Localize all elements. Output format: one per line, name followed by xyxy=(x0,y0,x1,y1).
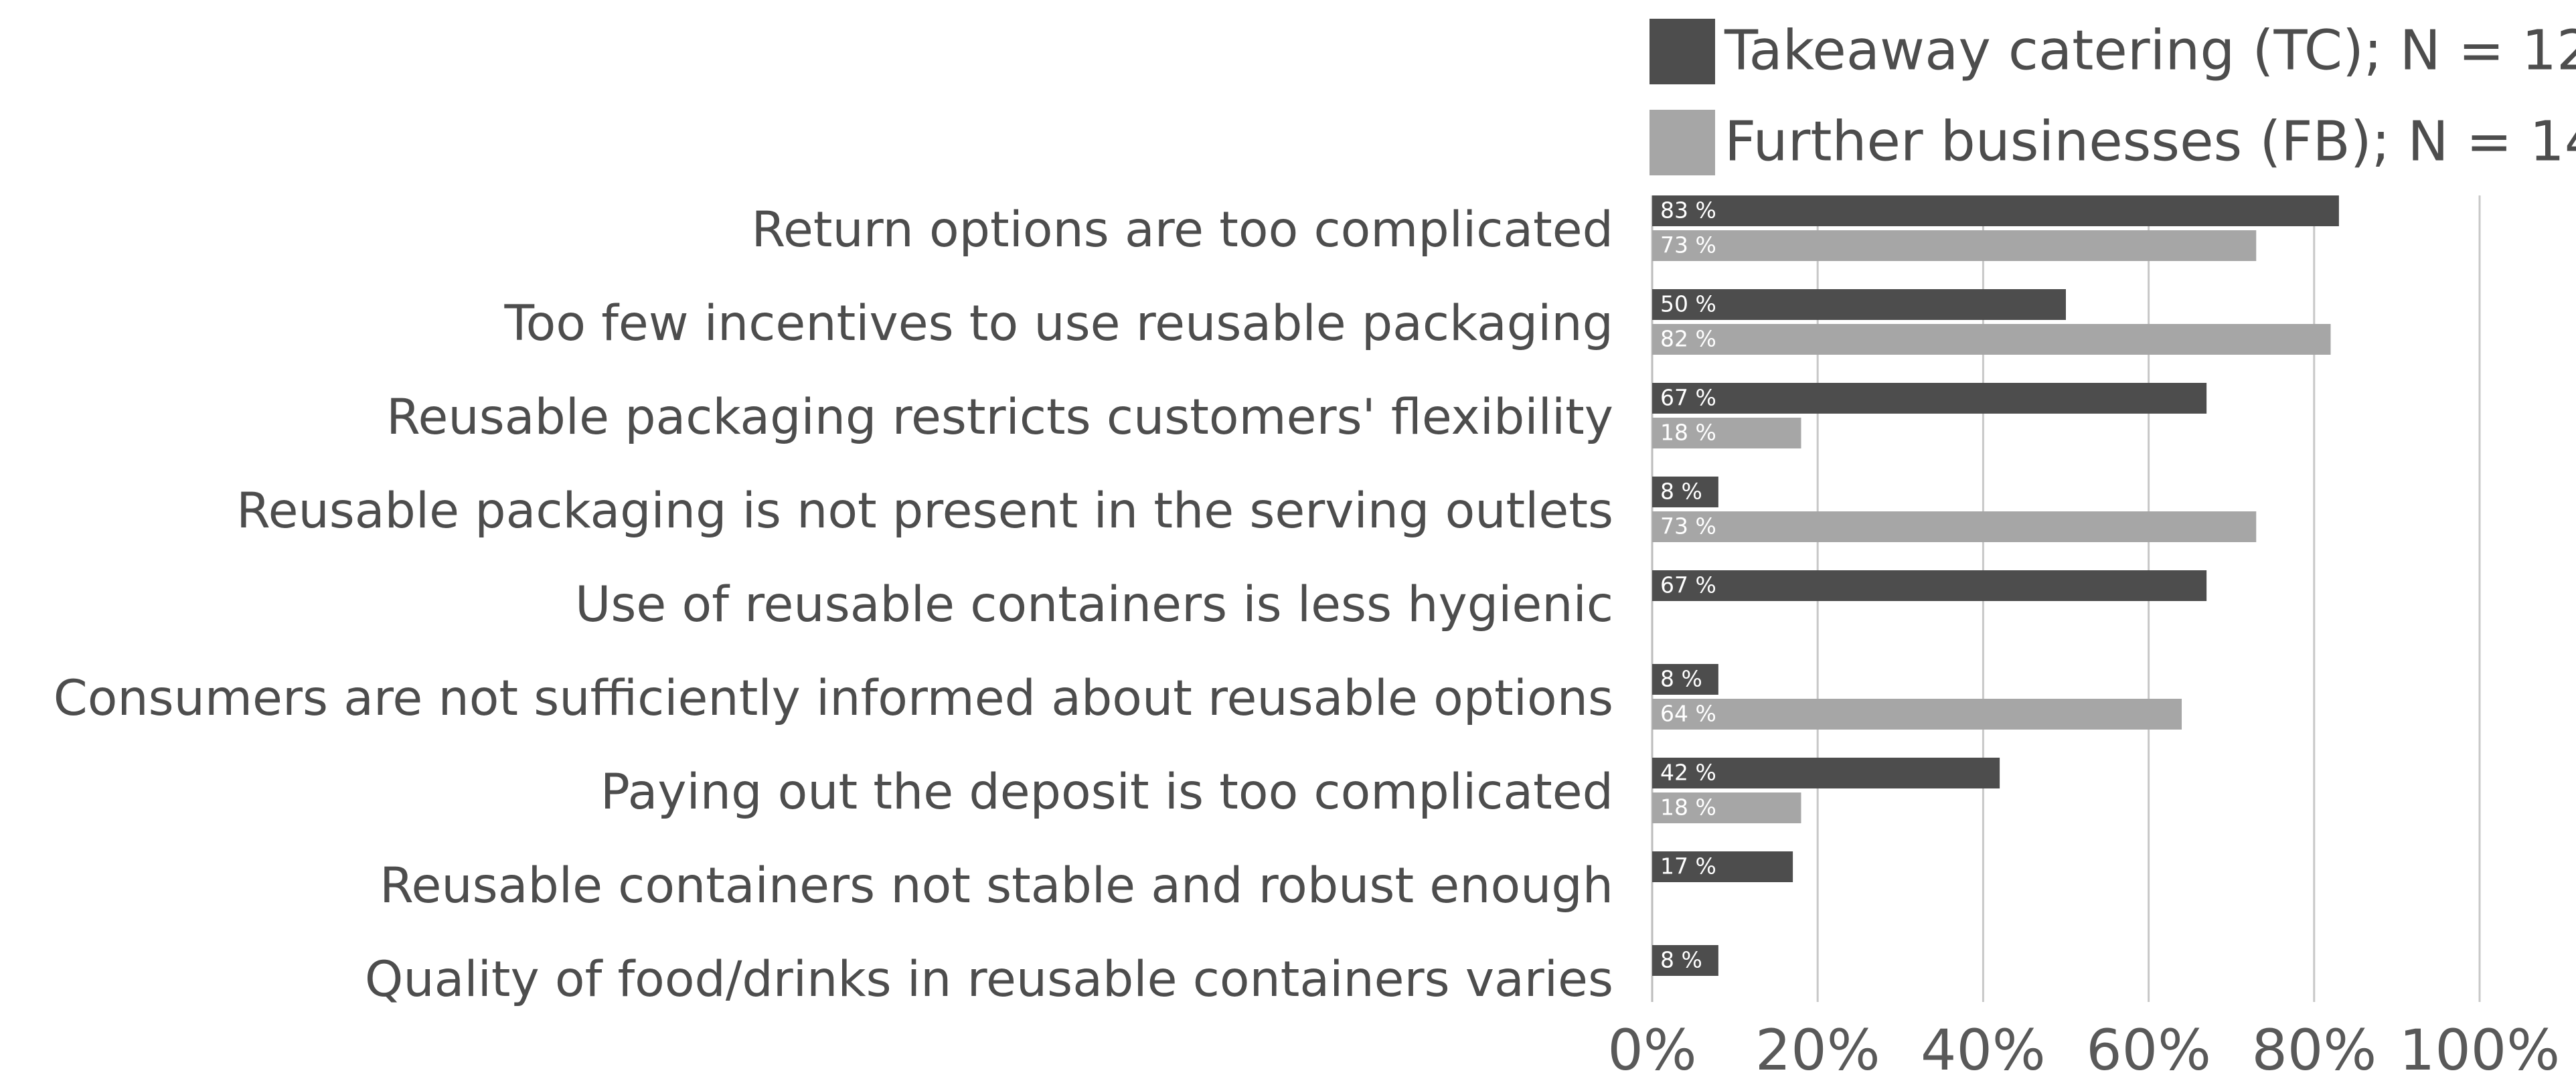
data-label: 73 % xyxy=(1660,232,1716,258)
category-label: Too few incentives to use reusable packa… xyxy=(503,295,1613,352)
legend-label: Takeaway catering (TC); N = 12 xyxy=(1724,19,2576,82)
category-label: Use of reusable containers is less hygie… xyxy=(575,576,1613,633)
legend-swatch xyxy=(1649,110,1715,175)
bar-series-0 xyxy=(1652,851,1793,882)
x-tick-label: 100% xyxy=(2399,1017,2560,1083)
data-label: 73 % xyxy=(1660,513,1716,539)
bar-series-1 xyxy=(1652,418,1801,448)
category-label: Quality of food/drinks in reusable conta… xyxy=(365,951,1613,1008)
bars: 83 % 73 % 50 % 82 % 67 % 18 % 8 % 73 % 67 % 8 % 64… xyxy=(1652,195,2339,976)
data-label: 83 % xyxy=(1660,197,1716,224)
legend-swatch xyxy=(1649,19,1715,84)
bar-series-0 xyxy=(1652,664,1718,695)
data-label: 8 % xyxy=(1660,947,1702,973)
data-label: 67 % xyxy=(1660,572,1716,598)
data-label: 50 % xyxy=(1660,291,1716,317)
x-tick-label: 40% xyxy=(1921,1017,2046,1083)
bar-series-1 xyxy=(1652,511,2257,542)
data-label: 64 % xyxy=(1660,701,1716,727)
category-label: Paying out the deposit is too complicate… xyxy=(600,764,1613,821)
x-tick-label: 20% xyxy=(1755,1017,1880,1083)
bar-series-0 xyxy=(1652,195,2339,226)
data-label: 82 % xyxy=(1660,326,1716,352)
category-label: Consumers are not sufficiently informed … xyxy=(54,670,1613,727)
bar-series-0 xyxy=(1652,383,2207,414)
category-label: Reusable packaging is not present in the… xyxy=(236,483,1613,539)
bar-series-0 xyxy=(1652,570,2207,601)
legend: Takeaway catering (TC); N = 12 Further bu… xyxy=(1649,19,2576,175)
category-label: Reusable containers not stable and robus… xyxy=(380,857,1613,914)
data-label: 18 % xyxy=(1660,420,1716,446)
bar-series-1 xyxy=(1652,324,2331,355)
data-label: 8 % xyxy=(1660,666,1702,692)
data-label: 67 % xyxy=(1660,385,1716,411)
data-label: 18 % xyxy=(1660,794,1716,821)
bar-series-0 xyxy=(1652,289,2066,320)
data-label: 42 % xyxy=(1660,760,1716,786)
category-label: Reusable packaging restricts customers' … xyxy=(386,389,1613,446)
bar-series-1 xyxy=(1652,792,1801,823)
bar-series-0 xyxy=(1652,945,1718,976)
x-tick-label: 80% xyxy=(2251,1017,2377,1083)
bar-series-1 xyxy=(1652,230,2257,261)
bar-series-1 xyxy=(1652,699,2182,730)
x-tick-label: 60% xyxy=(2086,1017,2211,1083)
data-label: 17 % xyxy=(1660,853,1716,879)
bar-series-0 xyxy=(1652,477,1718,507)
category-labels: Return options are too complicated Too fe… xyxy=(54,201,1613,1008)
bar-series-0 xyxy=(1652,758,2000,788)
legend-label: Further businesses (FB); N = 14 xyxy=(1724,110,2576,173)
x-axis-ticks: 0% 20% 40% 60% 80% 100% xyxy=(1607,1017,2560,1083)
data-label: 8 % xyxy=(1660,479,1702,505)
category-label: Return options are too complicated xyxy=(752,201,1613,258)
x-tick-label: 0% xyxy=(1607,1017,1696,1083)
